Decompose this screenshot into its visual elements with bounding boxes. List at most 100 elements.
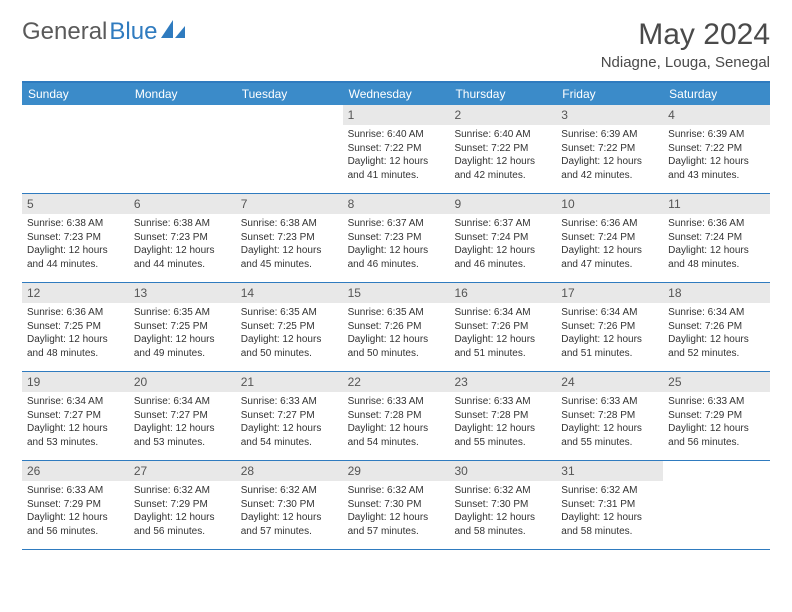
daylight-text: Daylight: 12 hours and 56 minutes. — [134, 511, 231, 538]
day-body: Sunrise: 6:36 AMSunset: 7:24 PMDaylight:… — [556, 214, 663, 276]
day-number — [663, 461, 770, 465]
sunrise-text: Sunrise: 6:34 AM — [668, 306, 765, 320]
day-number: 14 — [236, 283, 343, 303]
daylight-text: Daylight: 12 hours and 42 minutes. — [454, 155, 551, 182]
day-number: 30 — [449, 461, 556, 481]
day-number: 9 — [449, 194, 556, 214]
sunrise-text: Sunrise: 6:34 AM — [27, 395, 124, 409]
sunrise-text: Sunrise: 6:36 AM — [561, 217, 658, 231]
day-body: Sunrise: 6:38 AMSunset: 7:23 PMDaylight:… — [236, 214, 343, 276]
sunrise-text: Sunrise: 6:34 AM — [561, 306, 658, 320]
logo-text-blue: Blue — [109, 18, 157, 46]
day-number: 11 — [663, 194, 770, 214]
day-number: 6 — [129, 194, 236, 214]
day-number: 22 — [343, 372, 450, 392]
day-cell: 16Sunrise: 6:34 AMSunset: 7:26 PMDayligh… — [449, 283, 556, 371]
sunrise-text: Sunrise: 6:33 AM — [27, 484, 124, 498]
day-number: 15 — [343, 283, 450, 303]
day-cell: 28Sunrise: 6:32 AMSunset: 7:30 PMDayligh… — [236, 461, 343, 549]
daylight-text: Daylight: 12 hours and 48 minutes. — [27, 333, 124, 360]
daylight-text: Daylight: 12 hours and 53 minutes. — [27, 422, 124, 449]
daylight-text: Daylight: 12 hours and 51 minutes. — [454, 333, 551, 360]
day-cell: 20Sunrise: 6:34 AMSunset: 7:27 PMDayligh… — [129, 372, 236, 460]
sunrise-text: Sunrise: 6:36 AM — [668, 217, 765, 231]
day-header: Saturday — [663, 83, 770, 105]
day-body: Sunrise: 6:34 AMSunset: 7:27 PMDaylight:… — [129, 392, 236, 454]
day-body: Sunrise: 6:33 AMSunset: 7:29 PMDaylight:… — [663, 392, 770, 454]
day-number: 2 — [449, 105, 556, 125]
daylight-text: Daylight: 12 hours and 54 minutes. — [241, 422, 338, 449]
day-cell: 3 Sunrise: 6:39 AMSunset: 7:22 PMDaylight… — [556, 105, 663, 193]
sunset-text: Sunset: 7:25 PM — [241, 320, 338, 334]
day-number: 29 — [343, 461, 450, 481]
sunset-text: Sunset: 7:22 PM — [561, 142, 658, 156]
day-cell: 18Sunrise: 6:34 AMSunset: 7:26 PMDayligh… — [663, 283, 770, 371]
day-number — [22, 105, 129, 109]
sunrise-text: Sunrise: 6:36 AM — [27, 306, 124, 320]
sunset-text: Sunset: 7:30 PM — [348, 498, 445, 512]
day-body: Sunrise: 6:32 AMSunset: 7:30 PMDaylight:… — [449, 481, 556, 543]
day-cell: 25Sunrise: 6:33 AMSunset: 7:29 PMDayligh… — [663, 372, 770, 460]
sunset-text: Sunset: 7:28 PM — [348, 409, 445, 423]
sunset-text: Sunset: 7:23 PM — [241, 231, 338, 245]
day-cell: 11Sunrise: 6:36 AMSunset: 7:24 PMDayligh… — [663, 194, 770, 282]
sunset-text: Sunset: 7:26 PM — [561, 320, 658, 334]
sunrise-text: Sunrise: 6:39 AM — [561, 128, 658, 142]
day-cell: 14Sunrise: 6:35 AMSunset: 7:25 PMDayligh… — [236, 283, 343, 371]
day-cell: 5Sunrise: 6:38 AMSunset: 7:23 PMDaylight… — [22, 194, 129, 282]
day-body: Sunrise: 6:35 AMSunset: 7:25 PMDaylight:… — [129, 303, 236, 365]
day-body: Sunrise: 6:33 AMSunset: 7:28 PMDaylight:… — [556, 392, 663, 454]
daylight-text: Daylight: 12 hours and 57 minutes. — [348, 511, 445, 538]
daylight-text: Daylight: 12 hours and 42 minutes. — [561, 155, 658, 182]
day-body: Sunrise: 6:39 AMSunset: 7:22 PMDaylight:… — [663, 125, 770, 187]
day-number: 5 — [22, 194, 129, 214]
sunset-text: Sunset: 7:28 PM — [561, 409, 658, 423]
daylight-text: Daylight: 12 hours and 48 minutes. — [668, 244, 765, 271]
weeks-container: 1Sunrise: 6:40 AMSunset: 7:22 PMDaylight… — [22, 105, 770, 550]
daylight-text: Daylight: 12 hours and 50 minutes. — [348, 333, 445, 360]
day-body: Sunrise: 6:35 AMSunset: 7:25 PMDaylight:… — [236, 303, 343, 365]
daylight-text: Daylight: 12 hours and 56 minutes. — [27, 511, 124, 538]
day-cell: 23Sunrise: 6:33 AMSunset: 7:28 PMDayligh… — [449, 372, 556, 460]
sunset-text: Sunset: 7:22 PM — [454, 142, 551, 156]
sunrise-text: Sunrise: 6:34 AM — [134, 395, 231, 409]
daylight-text: Daylight: 12 hours and 49 minutes. — [134, 333, 231, 360]
sunrise-text: Sunrise: 6:37 AM — [454, 217, 551, 231]
sunrise-text: Sunrise: 6:37 AM — [348, 217, 445, 231]
day-number: 21 — [236, 372, 343, 392]
day-cell: 12Sunrise: 6:36 AMSunset: 7:25 PMDayligh… — [22, 283, 129, 371]
sunset-text: Sunset: 7:28 PM — [454, 409, 551, 423]
week-row: 26Sunrise: 6:33 AMSunset: 7:29 PMDayligh… — [22, 461, 770, 550]
day-number: 12 — [22, 283, 129, 303]
day-cell: 15Sunrise: 6:35 AMSunset: 7:26 PMDayligh… — [343, 283, 450, 371]
sunrise-text: Sunrise: 6:40 AM — [348, 128, 445, 142]
day-number: 3 — [556, 105, 663, 125]
sunset-text: Sunset: 7:23 PM — [134, 231, 231, 245]
daylight-text: Daylight: 12 hours and 52 minutes. — [668, 333, 765, 360]
day-number: 23 — [449, 372, 556, 392]
sunset-text: Sunset: 7:30 PM — [454, 498, 551, 512]
sunrise-text: Sunrise: 6:35 AM — [134, 306, 231, 320]
day-number: 24 — [556, 372, 663, 392]
sunrise-text: Sunrise: 6:38 AM — [241, 217, 338, 231]
sunset-text: Sunset: 7:27 PM — [134, 409, 231, 423]
day-body: Sunrise: 6:33 AMSunset: 7:28 PMDaylight:… — [343, 392, 450, 454]
day-body: Sunrise: 6:36 AMSunset: 7:25 PMDaylight:… — [22, 303, 129, 365]
day-cell: 22Sunrise: 6:33 AMSunset: 7:28 PMDayligh… — [343, 372, 450, 460]
day-body: Sunrise: 6:35 AMSunset: 7:26 PMDaylight:… — [343, 303, 450, 365]
sunset-text: Sunset: 7:24 PM — [561, 231, 658, 245]
day-cell — [129, 105, 236, 193]
day-cell: 29Sunrise: 6:32 AMSunset: 7:30 PMDayligh… — [343, 461, 450, 549]
sunset-text: Sunset: 7:26 PM — [348, 320, 445, 334]
day-header: Sunday — [22, 83, 129, 105]
day-number: 13 — [129, 283, 236, 303]
day-number: 1 — [343, 105, 450, 125]
day-number: 7 — [236, 194, 343, 214]
daylight-text: Daylight: 12 hours and 57 minutes. — [241, 511, 338, 538]
sunset-text: Sunset: 7:22 PM — [348, 142, 445, 156]
logo-text-gray: General — [22, 18, 107, 46]
calendar: SundayMondayTuesdayWednesdayThursdayFrid… — [22, 81, 770, 550]
daylight-text: Daylight: 12 hours and 55 minutes. — [561, 422, 658, 449]
day-cell: 6Sunrise: 6:38 AMSunset: 7:23 PMDaylight… — [129, 194, 236, 282]
daylight-text: Daylight: 12 hours and 41 minutes. — [348, 155, 445, 182]
